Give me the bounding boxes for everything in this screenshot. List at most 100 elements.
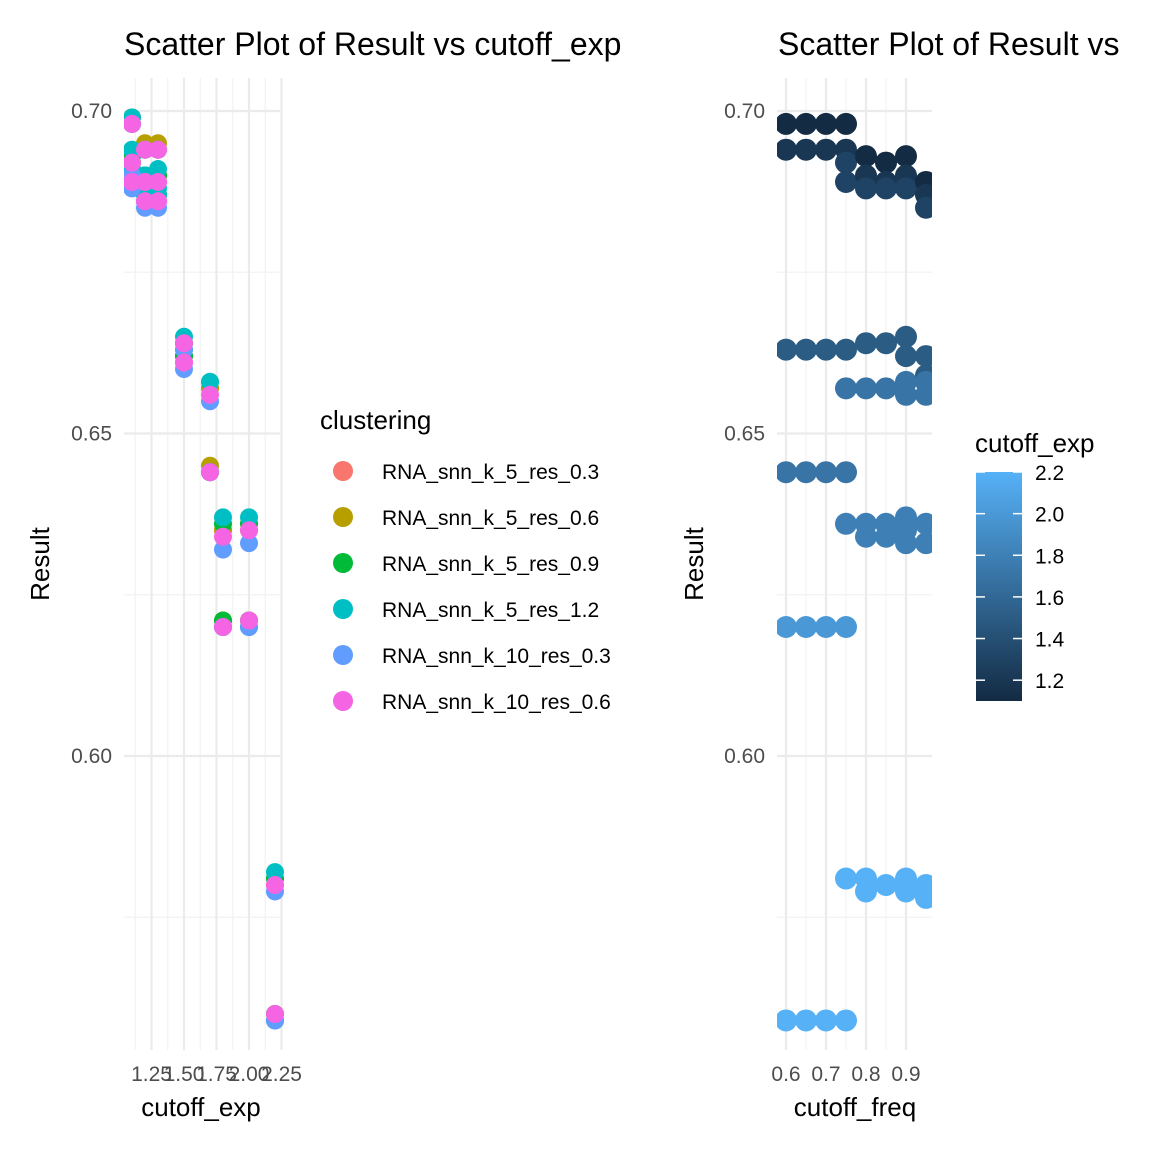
- left-point: [240, 521, 258, 540]
- legend-label: RNA_snn_k_5_res_0.3: [382, 461, 599, 484]
- legend-key: [333, 691, 353, 711]
- left-point: [175, 334, 193, 353]
- left-point: [149, 172, 167, 191]
- left-point: [266, 863, 284, 882]
- left-y-axis-title: Result: [25, 526, 55, 600]
- colorbar-ticks: 1.2 1.4 1.6 1.8 2.0 2.2: [976, 462, 1065, 693]
- right-point: [835, 170, 857, 193]
- right-y-tick-label: 0.60: [724, 745, 765, 768]
- colorbar-tick-label: 2.2: [1035, 462, 1064, 485]
- right-point: [895, 383, 917, 406]
- right-point: [895, 325, 917, 348]
- left-points: [124, 108, 284, 1030]
- right-point: [875, 377, 897, 400]
- left-x-axis-title: cutoff_exp: [141, 1092, 261, 1122]
- left-grid: [124, 78, 283, 1050]
- left-point: [124, 114, 141, 133]
- left-point: [149, 160, 167, 179]
- left-point: [124, 153, 141, 172]
- right-point: [815, 338, 837, 361]
- right-point: [815, 616, 837, 638]
- legend-key: [333, 553, 353, 573]
- left-x-tick-label: 1.75: [196, 1063, 237, 1086]
- right-points: [777, 112, 932, 1032]
- right-point: [855, 377, 877, 400]
- legend-key: [333, 645, 353, 665]
- right-point: [895, 532, 917, 555]
- left-point: [149, 140, 167, 159]
- legend-key: [333, 599, 353, 619]
- right-point: [855, 332, 877, 355]
- right-point: [795, 616, 817, 638]
- right-y-tick-label: 0.65: [724, 423, 765, 446]
- legend-key: [333, 507, 353, 527]
- right-point: [815, 461, 837, 484]
- legend-entries: RNA_snn_k_5_res_0.3 RNA_snn_k_5_res_0.6 RN…: [333, 461, 611, 714]
- right-point: [915, 383, 932, 406]
- right-point: [795, 461, 817, 484]
- right-point: [835, 377, 857, 400]
- right-x-tick-label: 0.8: [851, 1063, 880, 1086]
- right-point: [835, 338, 857, 361]
- right-x-axis-title: cutoff_freq: [794, 1092, 916, 1122]
- colorbar-tick-label: 1.6: [1035, 587, 1064, 610]
- right-point: [895, 145, 917, 168]
- right-point: [915, 512, 932, 535]
- left-point: [124, 172, 141, 191]
- colorbar-tick-label: 1.8: [1035, 545, 1064, 568]
- left-point: [214, 618, 232, 636]
- right-x-tick-label: 0.9: [891, 1063, 920, 1086]
- right-x-tick-label: 0.7: [811, 1063, 840, 1086]
- left-y-tick-label: 0.70: [71, 100, 112, 123]
- legend-label: RNA_snn_k_5_res_0.9: [382, 553, 599, 576]
- clustering-legend: clustering RNA_snn_k_5_res_0.3RNA_snn_k_…: [320, 405, 611, 714]
- legend-label: RNA_snn_k_5_res_0.6: [382, 507, 599, 530]
- left-y-tick-label: 0.65: [71, 423, 112, 446]
- left-point: [214, 527, 232, 546]
- left-y-tick-label: 0.60: [71, 745, 112, 768]
- right-point: [915, 886, 932, 909]
- right-point: [875, 151, 897, 174]
- right-point: [815, 1009, 837, 1032]
- left-point: [175, 353, 193, 372]
- right-point: [835, 112, 857, 135]
- right-point: [777, 461, 797, 484]
- left-x-tick-label: 1.50: [164, 1063, 205, 1086]
- cutoff-exp-colorbar-legend: cutoff_exp 1.2 1.4 1.6 1.8 2.0 2.2: [975, 428, 1095, 701]
- right-point: [835, 867, 857, 890]
- left-point: [201, 372, 219, 391]
- left-y-tick-labels: 0.60 0.65 0.70: [71, 100, 112, 768]
- left-chart-title: Scatter Plot of Result vs cutoff_exp: [124, 26, 621, 62]
- right-point: [777, 338, 797, 361]
- right-point: [875, 332, 897, 355]
- left-x-tick-label: 2.25: [261, 1063, 302, 1086]
- right-point: [795, 138, 817, 161]
- colorbar: [976, 472, 1022, 701]
- legend-label: RNA_snn_k_10_res_0.6: [382, 691, 611, 714]
- right-point: [835, 461, 857, 484]
- right-point: [795, 112, 817, 135]
- right-point: [915, 532, 932, 555]
- left-point: [136, 172, 154, 191]
- right-point: [895, 345, 917, 368]
- legend-key: [333, 461, 353, 481]
- right-panel: 0.60 0.65 0.70 0.6 0.7 0.8 0.9 Scatter Plot o…: [679, 26, 1119, 1122]
- right-y-axis-title: Result: [679, 526, 709, 600]
- right-point: [875, 525, 897, 548]
- right-point: [835, 616, 857, 638]
- right-grid: [777, 78, 932, 1050]
- right-point: [795, 338, 817, 361]
- right-point: [855, 177, 877, 200]
- left-point: [240, 611, 258, 630]
- right-point: [777, 138, 797, 161]
- left-point: [201, 385, 219, 404]
- left-point: [214, 540, 232, 559]
- right-point: [815, 138, 837, 161]
- left-point: [201, 463, 219, 482]
- right-point: [855, 880, 877, 903]
- right-point: [777, 1009, 797, 1032]
- left-point: [266, 1005, 284, 1023]
- right-point: [835, 1009, 857, 1032]
- right-point: [895, 177, 917, 200]
